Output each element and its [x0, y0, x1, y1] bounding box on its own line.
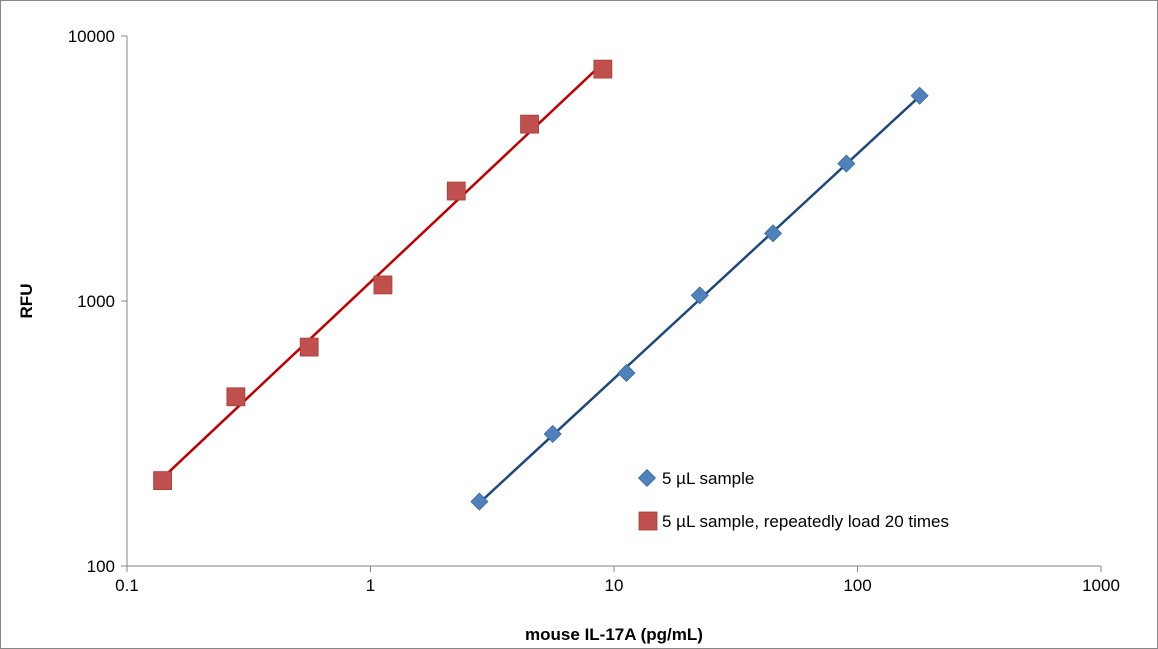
x-tick-label-1: 1 [366, 576, 375, 595]
markers [153, 59, 929, 511]
axes [121, 35, 1102, 572]
legend-marker-series-1 [637, 468, 657, 488]
point-series-1-3 [690, 286, 709, 305]
point-series-2-1 [226, 387, 246, 407]
point-series-1-5 [837, 154, 856, 173]
legend-label-series-2: 5 µL sample, repeatedly load 20 times [662, 512, 949, 531]
y-axis-title: RFU [17, 284, 36, 319]
point-series-1-0 [470, 492, 489, 511]
tick-labels: 0.1 1 10 100 1000 100 1000 10000 [68, 27, 1120, 595]
legend: 5 µL sample 5 µL sample, repeatedly load… [637, 468, 949, 531]
point-series-2-0 [153, 471, 172, 491]
legend-label-series-1: 5 µL sample [662, 469, 754, 488]
y-tick-label-1: 1000 [77, 292, 115, 311]
legend-marker-series-2 [638, 511, 658, 531]
y-tick-label-2: 10000 [68, 27, 115, 46]
x-axis-title: mouse IL-17A (pg/mL) [525, 625, 703, 644]
legend-entry-series-2: 5 µL sample, repeatedly load 20 times [638, 511, 949, 531]
x-tick-label-2: 10 [605, 576, 624, 595]
point-series-1-1 [543, 424, 562, 443]
point-series-2-2 [299, 337, 319, 357]
x-tick-label-0: 0.1 [115, 576, 139, 595]
point-series-1-6 [910, 86, 929, 105]
trendlines [161, 62, 921, 504]
x-tick-label-3: 100 [843, 576, 871, 595]
x-tick-label-4: 1000 [1082, 576, 1120, 595]
y-tick-label-0: 100 [87, 557, 115, 576]
point-series-2-4 [446, 181, 466, 201]
point-series-2-3 [373, 275, 393, 295]
point-series-2-6 [593, 59, 613, 79]
point-series-1-2 [617, 363, 636, 383]
point-series-1-4 [764, 224, 783, 243]
point-series-2-5 [520, 114, 539, 134]
legend-entry-series-1: 5 µL sample [637, 468, 754, 488]
